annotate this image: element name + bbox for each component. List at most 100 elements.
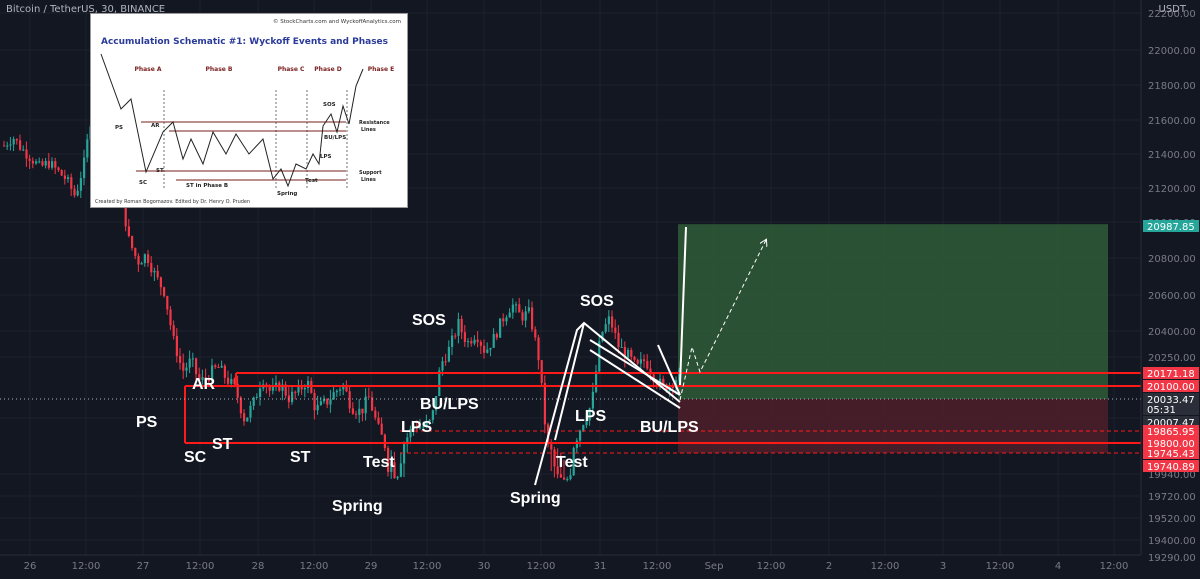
candle-body	[319, 401, 322, 406]
candle-body	[268, 386, 271, 391]
candle-body	[470, 341, 473, 344]
x-tick-label: 12:00	[757, 561, 786, 572]
price-tag-label: 05:31	[1147, 405, 1176, 416]
x-tick-label: 12:00	[986, 561, 1015, 572]
price-tag-bg	[1143, 220, 1199, 232]
x-tick-label: 27	[137, 561, 150, 572]
candle-body	[639, 359, 642, 364]
candle-body	[396, 476, 399, 479]
candle-body	[377, 417, 380, 424]
x-tick-label: 12:00	[186, 561, 215, 572]
candle-body	[518, 304, 521, 313]
candle-body	[646, 360, 649, 369]
candle-body	[662, 378, 665, 385]
candle-body	[3, 145, 6, 147]
candle-body	[83, 157, 86, 179]
inset-support-label-2: Lines	[361, 177, 376, 183]
candle-body	[73, 188, 76, 196]
candle-body	[374, 410, 377, 418]
candle-body	[54, 161, 57, 168]
price-tag-bg	[1143, 403, 1199, 415]
candle-body	[166, 296, 169, 310]
candle-body	[534, 329, 537, 338]
candle-body	[419, 426, 422, 429]
candle-body	[230, 379, 233, 384]
price-tag-bg	[1143, 425, 1199, 437]
wyckoff-label-3: ST	[212, 436, 233, 453]
candle-body	[627, 350, 630, 358]
wedge-line-1	[589, 349, 681, 409]
wyckoff-label-14: BU/LPS	[640, 419, 699, 436]
inset-event-label: SOS	[323, 102, 336, 108]
candle-body	[489, 347, 492, 350]
candle-body	[175, 335, 178, 357]
price-tag-label: 20033.47	[1147, 395, 1195, 406]
wyckoff-label-11: Spring	[510, 490, 561, 507]
candle-body	[6, 145, 9, 147]
x-tick-label: 12:00	[72, 561, 101, 572]
y-tick-label: 21600.00	[1148, 116, 1196, 127]
inset-phase-label: Phase D	[314, 66, 341, 73]
price-tag-label: 19740.89	[1147, 462, 1195, 473]
candle-body	[531, 307, 534, 330]
candle-body	[9, 144, 12, 146]
candle-body	[678, 369, 681, 381]
x-tick-label: 12:00	[1100, 561, 1129, 572]
wyckoff-label-12: Test	[556, 454, 588, 471]
candle-body	[15, 138, 18, 141]
candle-body	[35, 161, 38, 164]
candle-body	[399, 463, 402, 477]
candle-body	[227, 377, 230, 384]
candle-body	[604, 324, 607, 332]
y-tick-label: 21800.00	[1148, 81, 1196, 92]
candle-body	[332, 392, 335, 400]
price-tag-label: 20987.85	[1147, 222, 1195, 233]
inset-phase-label: Phase B	[205, 66, 232, 73]
x-tick-label: 12:00	[871, 561, 900, 572]
candle-body	[86, 139, 89, 158]
x-tick-label: 29	[365, 561, 378, 572]
candle-body	[143, 254, 146, 264]
candle-body	[572, 447, 575, 476]
candle-body	[249, 405, 252, 418]
candle-body	[191, 358, 194, 360]
y-tick-label: 19940.00	[1148, 470, 1196, 481]
candle-body	[595, 371, 598, 392]
candle-body	[67, 177, 70, 180]
x-axis-bg	[0, 555, 1141, 574]
inset-event-label: BU/LPS	[324, 135, 346, 141]
candle-body	[124, 198, 127, 227]
candle-body	[239, 397, 242, 414]
wedge-line-2	[589, 339, 681, 396]
candle-body	[281, 384, 284, 391]
candle-body	[291, 391, 294, 403]
candle-body	[19, 140, 22, 150]
x-tick-label: Sep	[705, 561, 724, 572]
inset-event-label: PS	[115, 125, 123, 131]
symbol-title: Bitcoin / TetherUS, 30, BINANCE	[6, 4, 166, 15]
candle-body	[182, 362, 185, 371]
candle-body	[60, 170, 63, 176]
y-tick-label: 20400.00	[1148, 327, 1196, 338]
candle-body	[540, 360, 543, 383]
candle-body	[63, 175, 66, 180]
inset-phase-label: Phase E	[368, 66, 395, 73]
inset-credit-bottom: Created by Roman Bogomazov. Edited by Dr…	[95, 199, 250, 205]
price-tag-label: 20007.47	[1147, 418, 1195, 429]
candle-body	[579, 430, 582, 441]
candle-body	[150, 263, 153, 273]
inset-price-path	[100, 53, 364, 188]
inset-support-label-1: Support	[359, 170, 382, 176]
y-tick-label: 19720.00	[1148, 492, 1196, 503]
wyckoff-schematic-inset: © StockCharts.com and WyckoffAnalytics.c…	[90, 13, 408, 208]
candle-body	[198, 374, 201, 380]
candle-body	[499, 318, 502, 338]
candle-body	[393, 462, 396, 479]
candle-body	[339, 389, 342, 391]
candle-body	[195, 358, 198, 375]
inset-resistance-label-1: Resistance	[359, 120, 390, 126]
candle-body	[556, 466, 559, 475]
y-tick-label: 21400.00	[1148, 150, 1196, 161]
